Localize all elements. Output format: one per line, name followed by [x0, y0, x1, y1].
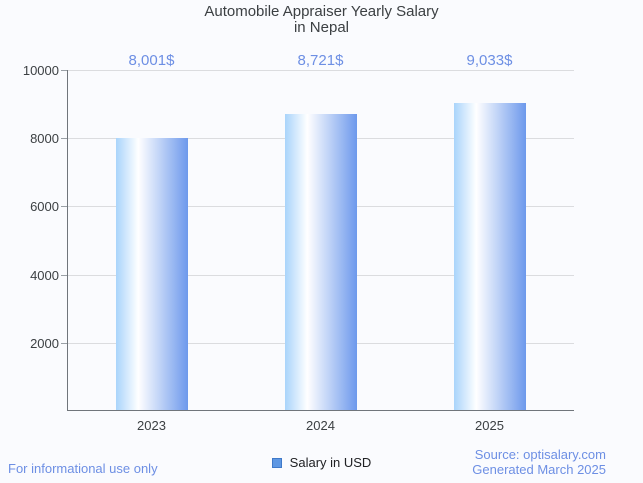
- x-axis-baseline: [67, 410, 574, 411]
- x-axis-label: 2025: [475, 418, 504, 433]
- y-tick-8000: [61, 138, 67, 140]
- source-link[interactable]: Source: optisalary.com: [474, 447, 606, 462]
- y-axis-label: 4000: [30, 267, 59, 283]
- y-axis-line: [67, 70, 68, 411]
- chart-title-line2: in Nepal: [293, 19, 350, 36]
- bar-2023[interactable]: [115, 138, 188, 411]
- bar-2024[interactable]: [284, 113, 357, 411]
- y-tick-4000: [61, 274, 67, 276]
- legend-label: Salary in USD: [289, 455, 372, 470]
- x-axis-label: 2023: [137, 418, 166, 433]
- y-axis-label: 2000: [30, 335, 59, 351]
- gridline-10000: [67, 70, 574, 71]
- bar-value-label: 8,721$: [297, 52, 344, 69]
- plot-area: 2000 4000 6000 8000 10000 8,001$ 2023 8,721$ 202…: [23, 53, 574, 433]
- disclaimer-text: For informational use only: [8, 461, 158, 476]
- y-tick-6000: [61, 206, 67, 208]
- y-tick-10000: [61, 70, 67, 71]
- source-info: Source: optisalary.com Generated March 2…: [472, 447, 606, 477]
- bar-value-label: 8,001$: [128, 52, 175, 69]
- bar-value-label: 9,033$: [466, 52, 513, 69]
- y-tick-2000: [61, 342, 67, 344]
- chart-title-line1: Automobile Appraiser Yearly Salary: [204, 3, 439, 20]
- y-axis-label: 6000: [30, 199, 59, 215]
- y-axis-label: 10000: [22, 63, 59, 78]
- y-axis-label: 8000: [30, 131, 59, 147]
- x-axis-label: 2024: [306, 418, 335, 433]
- legend-marker-icon: [271, 457, 282, 468]
- chart-title: Automobile Appraiser Yearly Salary in Ne…: [0, 4, 643, 36]
- legend: Salary in USD: [0, 455, 643, 470]
- generated-date: Generated March 2025: [472, 462, 606, 477]
- bar-2025[interactable]: [453, 102, 526, 411]
